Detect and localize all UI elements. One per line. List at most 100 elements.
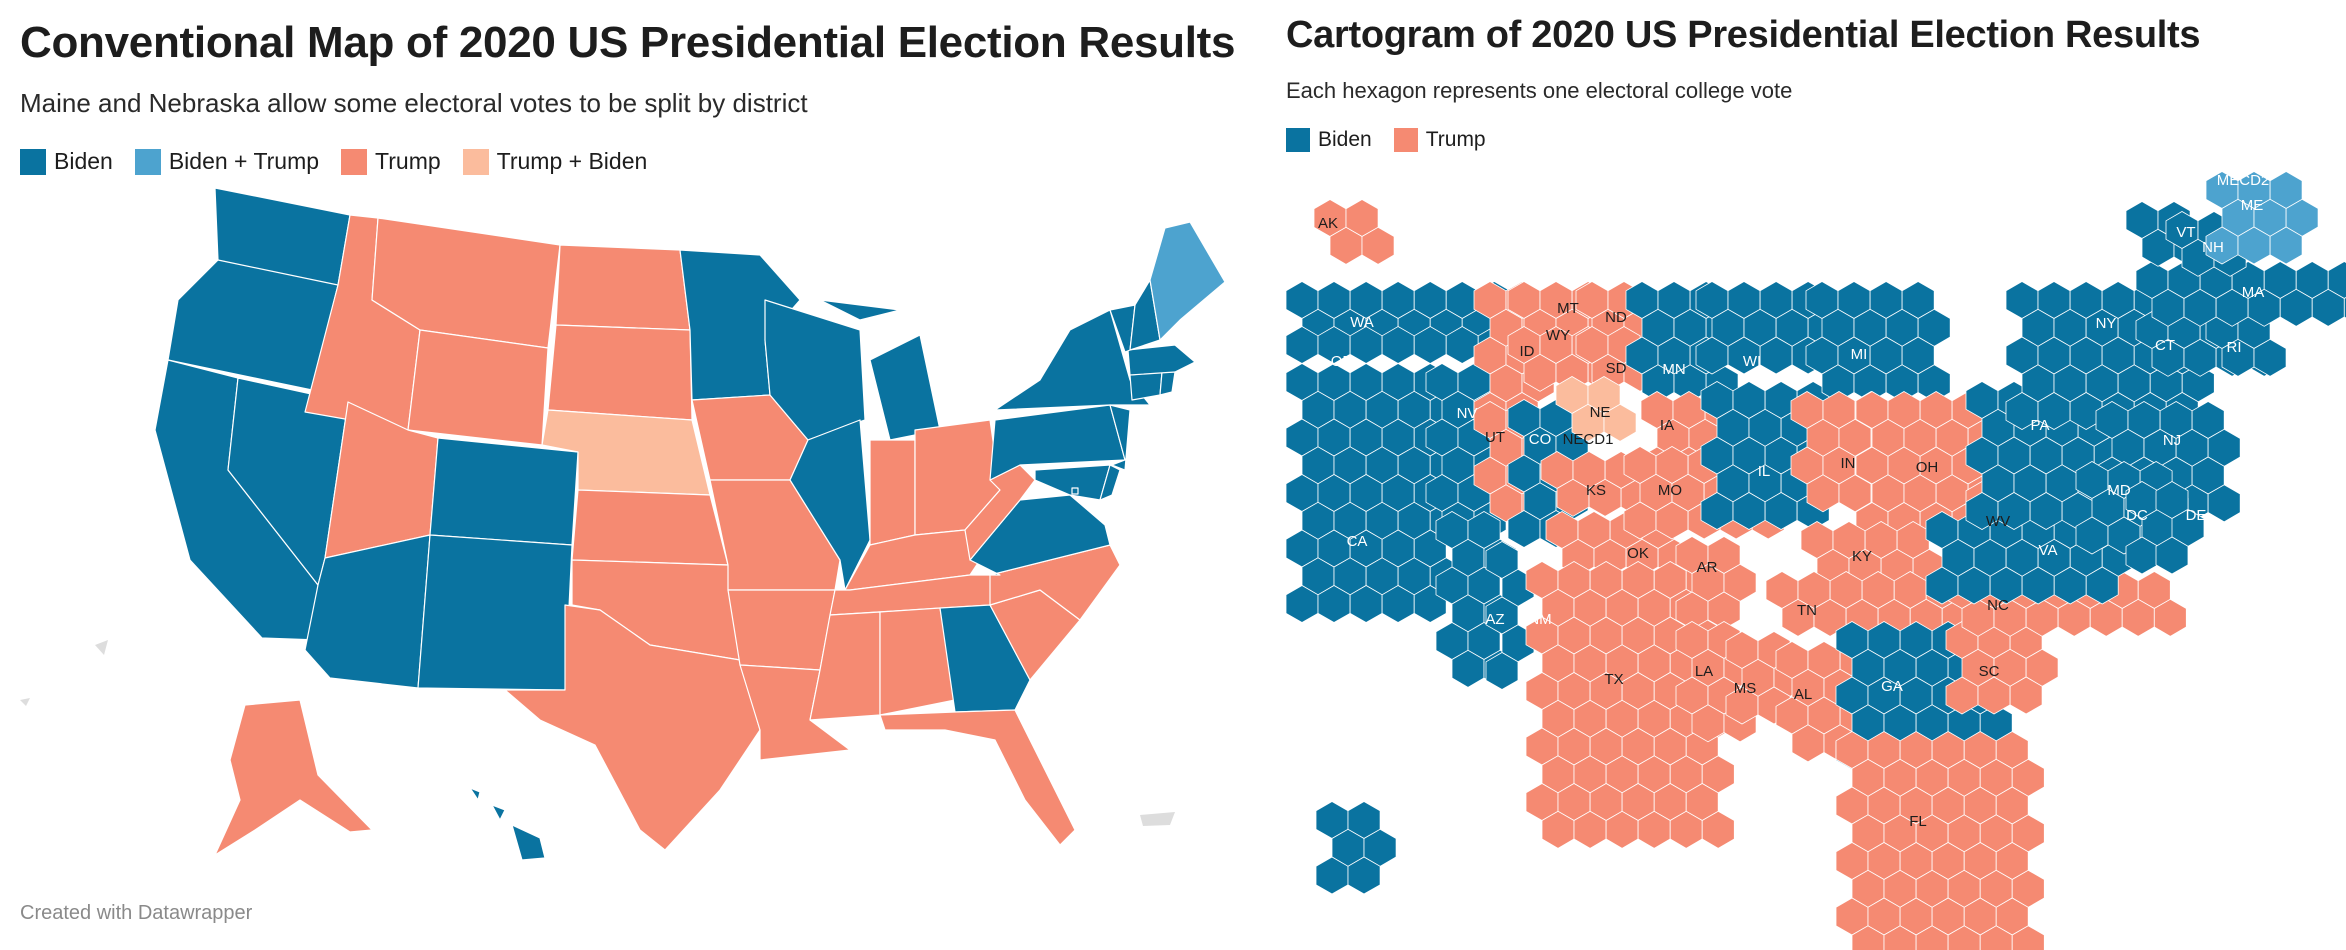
cartogram-legend-swatch-trump	[1393, 128, 1418, 152]
conventional-map-legend: Biden Biden + Trump Trump Trump + Biden	[20, 148, 647, 175]
state-WV[interactable]	[964, 464, 1036, 561]
conventional-map-subtitle: Maine and Nebraska allow some electoral …	[20, 88, 808, 118]
state-HI[interactable]	[469, 787, 546, 861]
hexagon-RI[interactable]	[2253, 338, 2287, 377]
cartogram-legend-label-biden: Biden	[1318, 128, 1372, 151]
hexagon-VA[interactable]	[2085, 566, 2119, 605]
hexagon-SC[interactable]	[2009, 676, 2043, 715]
state-DC[interactable]	[1071, 487, 1079, 495]
legend-swatch-trump	[341, 148, 368, 175]
territory-shape	[95, 640, 108, 655]
state-label-ia: IA	[1660, 417, 1674, 434]
cartogram-legend-item-trump: Trump	[1393, 128, 1486, 152]
state-label-ok: OK	[1627, 545, 1649, 562]
legend-swatch-biden-trump	[134, 148, 161, 175]
hexagon-HI[interactable]	[1347, 856, 1381, 895]
state-label-ri: RI	[2227, 339, 2242, 356]
hexagon-TX[interactable]	[1701, 810, 1735, 849]
legend-swatch-trump-biden	[462, 148, 489, 175]
state-label-ca: CA	[1347, 533, 1368, 550]
state-NY[interactable]	[994, 309, 1151, 411]
state-SD[interactable]	[547, 324, 693, 421]
state-label-mi: MI	[1851, 346, 1868, 363]
footer-credit: Created with Datawrapper	[20, 902, 253, 924]
state-label-az: AZ	[1485, 611, 1504, 628]
state-ND[interactable]	[555, 244, 691, 331]
hexagon-MI[interactable]	[1917, 364, 1951, 403]
state-NM[interactable]	[417, 534, 573, 691]
state-label-ar: AR	[1697, 559, 1718, 576]
state-label-va: VA	[2039, 542, 2058, 559]
state-label-nm: NM	[1528, 611, 1551, 628]
state-TX[interactable]	[504, 604, 761, 851]
hexagon-DE[interactable]	[2155, 536, 2189, 575]
state-label-tn: TN	[1797, 602, 1817, 619]
state-WY[interactable]	[407, 329, 549, 446]
state-AR[interactable]	[727, 589, 836, 671]
state-FL[interactable]	[879, 709, 1076, 846]
hexagon-ME[interactable]	[2269, 226, 2303, 265]
state-label-layer: AK WA OR CA NV ID MT WY UT CO AZ NM ND SD NE NECD1 KS OK T…	[1318, 172, 2269, 913]
hexagon-AK[interactable]	[1361, 226, 1395, 265]
state-label-nd: ND	[1605, 309, 1627, 326]
legend-item-trump: Trump	[341, 148, 441, 175]
state-label-oh: OH	[1916, 459, 1939, 476]
state-label-nj: NJ	[2163, 432, 2181, 449]
state-label-necd1: NECD1	[1563, 431, 1614, 448]
state-label-mn: MN	[1662, 361, 1685, 378]
hexagon-FL[interactable]	[1947, 925, 1981, 950]
cartogram-panel: Cartogram of 2020 US Presidential Electi…	[1262, 0, 2346, 950]
legend-item-biden-trump: Biden + Trump	[134, 148, 319, 175]
state-label-ct: CT	[2155, 337, 2175, 354]
cartogram-subtitle: Each hexagon represents one electoral co…	[1286, 78, 1793, 103]
hexagon-layer	[1285, 171, 2346, 950]
state-DE[interactable]	[1099, 464, 1121, 501]
state-OR[interactable]	[167, 259, 339, 391]
state-KS[interactable]	[571, 489, 729, 566]
state-NJ[interactable]	[1109, 404, 1131, 471]
hexagon-NC[interactable]	[2153, 598, 2187, 637]
state-label-fl: FL	[1909, 813, 1927, 830]
state-RI[interactable]	[1159, 371, 1176, 396]
state-label-nv: NV	[1457, 405, 1478, 422]
state-label-co: CO	[1529, 431, 1552, 448]
legend-label-trump-biden: Trump + Biden	[496, 148, 648, 174]
state-label-ks: KS	[1586, 482, 1606, 499]
state-label-nc: NC	[1987, 597, 2009, 614]
hexagon-FL[interactable]	[1883, 925, 1917, 950]
state-label-dc: DC	[2126, 507, 2148, 524]
hexagon-FL[interactable]	[1851, 925, 1885, 950]
state-label-de: DE	[2186, 507, 2207, 524]
state-VA[interactable]	[969, 494, 1111, 576]
state-MD[interactable]	[1034, 464, 1111, 501]
state-label-il: IL	[1758, 463, 1771, 480]
cartogram-legend-label-trump: Trump	[1425, 128, 1486, 151]
state-label-wy: WY	[1546, 327, 1570, 344]
state-PA[interactable]	[989, 404, 1126, 481]
cartogram-legend-item-biden: Biden	[1286, 128, 1372, 152]
territory-shape	[20, 698, 30, 706]
state-label-tx: TX	[1604, 671, 1623, 688]
hexagon-FL[interactable]	[1979, 925, 2013, 950]
state-label-ma: MA	[2242, 284, 2265, 301]
state-MA[interactable]	[1127, 344, 1196, 376]
hexagon-NE[interactable]	[1603, 403, 1637, 442]
state-CT[interactable]	[1129, 371, 1163, 401]
hexagon-AR[interactable]	[1707, 591, 1741, 630]
hexagon-FL[interactable]	[2011, 925, 2045, 950]
state-label-wa: WA	[1350, 314, 1374, 331]
cartogram-title: Cartogram of 2020 US Presidential Electi…	[1286, 14, 2201, 56]
hexagon-NJ[interactable]	[2207, 484, 2241, 523]
state-ME[interactable]	[1149, 221, 1226, 341]
hexagon-NM[interactable]	[1485, 652, 1519, 690]
state-label-mecd2: MECD2	[2217, 172, 2270, 189]
state-CO[interactable]	[429, 437, 579, 546]
state-label-la: LA	[1695, 663, 1713, 680]
hexagon-FL[interactable]	[1915, 925, 1949, 950]
state-IN[interactable]	[869, 439, 916, 546]
us-state-map	[20, 187, 1226, 861]
state-label-ny: NY	[2096, 315, 2117, 332]
state-MS[interactable]	[809, 611, 881, 721]
state-GA[interactable]	[939, 604, 1031, 713]
state-AK[interactable]	[214, 699, 373, 856]
